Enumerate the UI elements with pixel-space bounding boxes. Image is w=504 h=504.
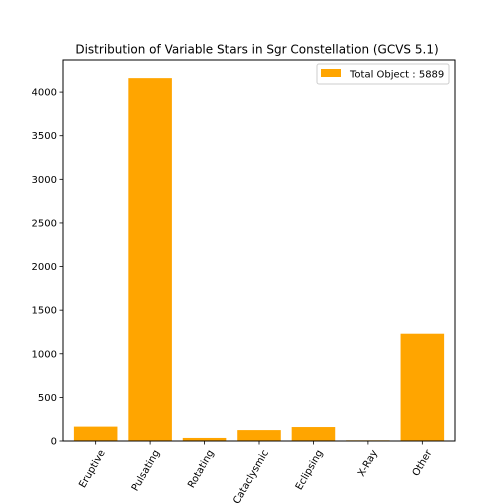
- y-tick-label: 3000: [32, 175, 57, 186]
- x-tick-label: Other: [411, 447, 435, 478]
- bar-other: [400, 333, 445, 441]
- x-tick-label: Rotating: [186, 448, 217, 490]
- x-tick-label: X-Ray: [356, 448, 380, 478]
- y-tick-label: 1500: [32, 306, 57, 317]
- bar-cataclysmic: [237, 430, 281, 441]
- plot-area: [73, 78, 445, 441]
- x-tick-label: Cataclysmic: [231, 448, 271, 504]
- x-tick-label: Eclipsing: [294, 448, 326, 492]
- y-tick-label: 2000: [32, 262, 57, 273]
- y-tick-label: 4000: [32, 88, 57, 99]
- bar-pulsating: [128, 78, 172, 441]
- chart-title: Distribution of Variable Stars in Sgr Co…: [75, 43, 438, 57]
- bar-eruptive: [73, 426, 118, 441]
- y-tick-label: 2500: [32, 218, 57, 229]
- legend-label: Total Object : 5889: [349, 70, 444, 81]
- legend: Total Object : 5889: [316, 63, 450, 85]
- plot-frame: [62, 59, 456, 442]
- y-tick-label: 1000: [32, 349, 57, 360]
- legend-swatch: [321, 69, 341, 77]
- legend-box: [316, 63, 450, 85]
- y-tick-label: 3500: [32, 131, 57, 142]
- x-tick-label: Pulsating: [130, 448, 162, 493]
- y-tick-label: 0: [51, 437, 57, 448]
- x-tick-label: Eruptive: [77, 448, 107, 490]
- bar-eclipsing: [291, 427, 336, 441]
- bar-rotating: [182, 437, 227, 441]
- y-tick-label: 500: [38, 393, 57, 404]
